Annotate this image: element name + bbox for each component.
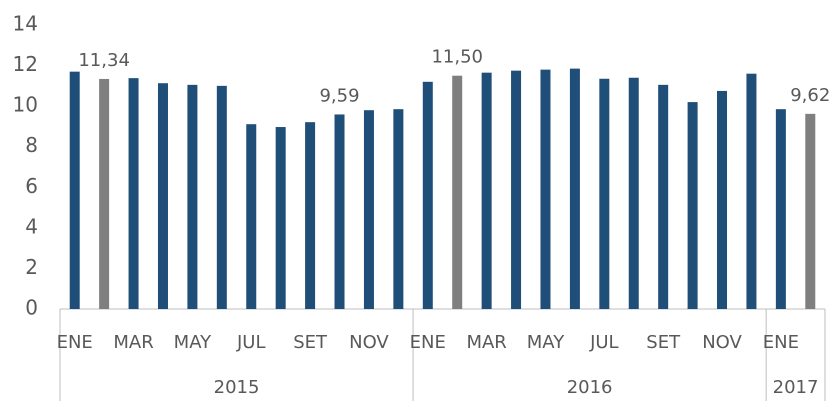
group-label: 2015 bbox=[214, 377, 260, 398]
x-tick-label: NOV bbox=[702, 332, 742, 353]
value-label: 11,34 bbox=[78, 50, 130, 71]
bar bbox=[746, 73, 757, 309]
bar bbox=[628, 77, 639, 309]
x-tick-label: MAR bbox=[466, 332, 506, 353]
bar bbox=[481, 72, 492, 310]
y-tick-label: 14 bbox=[13, 12, 38, 36]
bar bbox=[363, 110, 374, 309]
x-tick-label: MAY bbox=[174, 332, 212, 353]
y-tick-label: 12 bbox=[13, 52, 38, 76]
bar bbox=[687, 102, 698, 309]
x-tick-label: SET bbox=[293, 332, 328, 353]
value-label: 9,59 bbox=[319, 85, 359, 106]
bar bbox=[99, 78, 110, 310]
y-tick-label: 8 bbox=[25, 133, 38, 157]
bar bbox=[540, 69, 551, 309]
x-tick-label: ENE bbox=[57, 332, 93, 353]
bar bbox=[805, 113, 816, 309]
bar bbox=[334, 114, 345, 310]
bar bbox=[246, 124, 257, 309]
x-tick-label: NOV bbox=[349, 332, 389, 353]
bar bbox=[452, 75, 463, 309]
bar bbox=[393, 109, 404, 309]
x-tick-label: JUL bbox=[236, 332, 266, 353]
x-tick-label: MAR bbox=[113, 332, 153, 353]
x-tick-label: ENE bbox=[410, 332, 446, 353]
x-tick-label: ENE bbox=[763, 332, 799, 353]
bar bbox=[569, 68, 580, 309]
value-label: 11,50 bbox=[431, 47, 483, 68]
bar bbox=[216, 85, 227, 309]
bar bbox=[128, 78, 139, 309]
y-tick-label: 4 bbox=[25, 214, 38, 238]
y-tick-label: 0 bbox=[25, 296, 38, 320]
y-tick-label: 10 bbox=[13, 93, 38, 117]
bar bbox=[599, 78, 610, 309]
bar bbox=[157, 83, 168, 309]
bar bbox=[69, 71, 80, 310]
bar bbox=[305, 122, 316, 309]
value-label: 9,62 bbox=[790, 85, 830, 106]
x-tick-label: JUL bbox=[589, 332, 619, 353]
group-label: 2016 bbox=[567, 377, 613, 398]
bar bbox=[775, 109, 786, 309]
bar bbox=[422, 81, 433, 309]
x-tick-label: MAY bbox=[527, 332, 565, 353]
bar bbox=[511, 70, 522, 310]
bar bbox=[717, 90, 728, 309]
group-label: 2017 bbox=[773, 377, 819, 398]
bar bbox=[275, 127, 286, 309]
bar bbox=[187, 84, 198, 309]
bar bbox=[658, 84, 669, 309]
y-tick-label: 2 bbox=[25, 255, 38, 279]
y-tick-label: 6 bbox=[25, 174, 38, 198]
x-tick-label: SET bbox=[646, 332, 681, 353]
